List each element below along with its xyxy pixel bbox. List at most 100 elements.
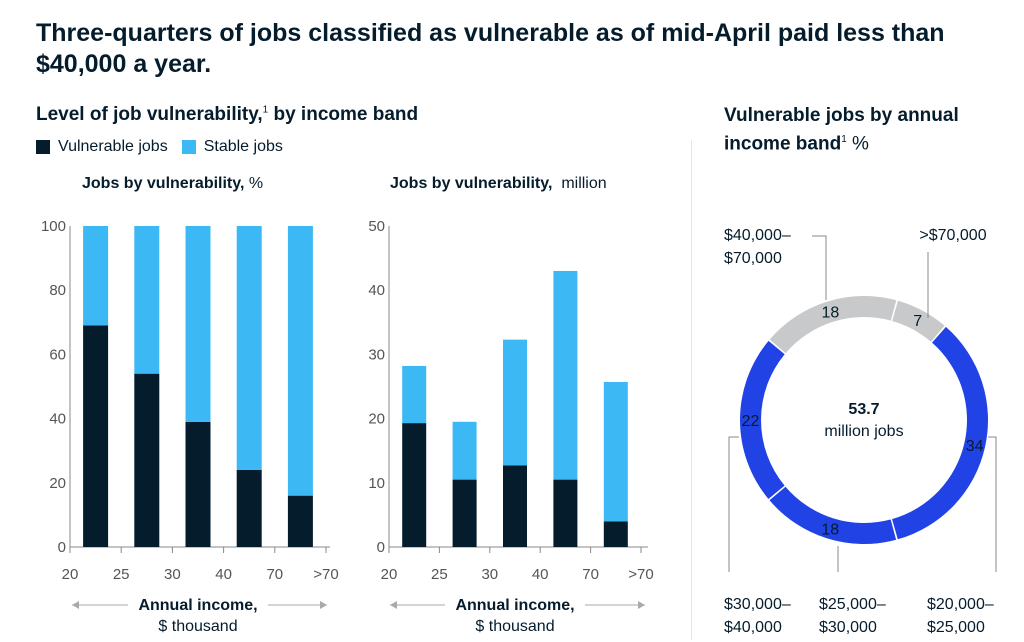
p2-bar-vulnerable — [452, 479, 477, 547]
leader-line — [988, 436, 997, 572]
donut-center-value: 53.7 — [848, 401, 879, 418]
p2-bar-vulnerable — [603, 521, 628, 547]
p1-bar-stable — [83, 226, 109, 326]
p1-xtick-label: 30 — [164, 566, 181, 583]
p1-arrowhead-right — [320, 601, 327, 609]
p1-xtick-label: 40 — [215, 566, 232, 583]
p1-bar-stable — [287, 226, 313, 496]
donut-slice-value: 7 — [913, 313, 922, 330]
p2-xlabel-unit: $ thousand — [475, 618, 554, 635]
subtitle-rest: by income band — [268, 104, 419, 125]
p1-arrowhead-left — [72, 601, 79, 609]
p1-bar-stable — [134, 226, 160, 374]
p2-xtick-label: 70 — [582, 566, 599, 583]
p2-bar-stable — [503, 339, 527, 466]
chart-subtitle: Level of job vulnerability,1 by income b… — [36, 104, 418, 126]
p2-xtick-label: >70 — [628, 566, 653, 583]
p1-bar-vulnerable — [236, 469, 262, 547]
p1-bar-vulnerable — [185, 421, 211, 547]
p1-ytick-label: 100 — [41, 218, 66, 235]
p2-xtick-label: 40 — [532, 566, 549, 583]
p1-ytick-label: 80 — [49, 282, 66, 299]
donut-label: $25,000– — [819, 596, 886, 613]
p1-ytick-label: 60 — [49, 346, 66, 363]
p1-xtick-label: >70 — [313, 566, 338, 583]
p2-bar-stable — [452, 421, 477, 480]
panel1-title: Jobs by vulnerability, % — [82, 175, 263, 193]
panel-divider — [691, 140, 692, 640]
p1-bar-stable — [236, 226, 262, 470]
p2-xtick-label: 20 — [381, 566, 398, 583]
donut-slice-value: 22 — [742, 413, 760, 430]
donut-title: Vulnerable jobs by annual income band1 % — [724, 104, 994, 156]
donut-label: $40,000 — [724, 619, 782, 636]
panel2-title-unit: million — [552, 175, 607, 192]
p2-xtick-label: 25 — [431, 566, 448, 583]
legend: Vulnerable jobs Stable jobs — [36, 138, 297, 156]
donut-slice-value: 18 — [821, 305, 839, 322]
p2-bar-stable — [553, 270, 578, 480]
p1-ytick-label: 40 — [49, 411, 66, 428]
donut-slice — [892, 326, 988, 540]
p2-arrowhead-right — [638, 601, 645, 609]
p1-xlabel: Annual income, — [138, 597, 257, 614]
donut-title-footnote: 1 — [841, 134, 847, 145]
panel2-title: Jobs by vulnerability, million — [390, 175, 607, 193]
donut-slice-value: 18 — [821, 521, 839, 538]
legend-label-vulnerable: Vulnerable jobs — [58, 138, 168, 155]
donut-slice — [892, 300, 945, 342]
p1-bar-stable — [185, 226, 211, 422]
p1-bar-vulnerable — [287, 495, 313, 547]
legend-swatch-stable — [181, 140, 196, 154]
legend-swatch-vulnerable — [36, 140, 50, 154]
p1-xlabel-unit: $ thousand — [158, 618, 237, 635]
p1-ytick-label: 20 — [49, 475, 66, 492]
p2-xtick-label: 30 — [481, 566, 498, 583]
p2-bar-stable — [603, 382, 628, 522]
donut-title-unit: % — [846, 133, 869, 155]
p2-bar-stable — [402, 365, 427, 424]
donut-slice — [769, 486, 897, 544]
subtitle-text: Level of job vulnerability, — [36, 104, 263, 125]
donut-label: $40,000– — [724, 227, 791, 244]
p2-ytick-label: 40 — [368, 282, 385, 299]
donut-label: $70,000 — [724, 250, 782, 267]
p2-ytick-label: 20 — [368, 411, 385, 428]
donut-label: $30,000 — [819, 619, 877, 636]
donut-label: $20,000– — [927, 596, 994, 613]
donut-slice-value: 34 — [966, 438, 984, 455]
p2-bar-vulnerable — [402, 423, 427, 547]
chart-title: Three-quarters of jobs classified as vul… — [36, 19, 945, 78]
p2-ytick-label: 10 — [368, 475, 385, 492]
p2-bar-vulnerable — [553, 479, 578, 547]
p1-xtick-label: 25 — [113, 566, 130, 583]
donut-label: $30,000– — [724, 596, 791, 613]
p2-bar-vulnerable — [503, 465, 527, 547]
p1-xtick-label: 70 — [266, 566, 283, 583]
leader-line — [812, 235, 827, 300]
p2-ytick-label: 50 — [368, 218, 385, 235]
donut-label: $25,000 — [927, 619, 985, 636]
p1-bar-vulnerable — [134, 373, 160, 547]
p1-ytick-label: 0 — [58, 539, 66, 556]
p2-arrowhead-left — [390, 601, 397, 609]
panel1-title-bold: Jobs by vulnerability, — [82, 175, 245, 192]
legend-item-stable: Stable jobs — [181, 138, 283, 156]
donut-slice — [739, 340, 785, 499]
p2-ytick-label: 30 — [368, 346, 385, 363]
panel1-title-unit: % — [244, 175, 264, 192]
donut-slice — [769, 296, 897, 354]
p1-xtick-label: 20 — [62, 566, 79, 583]
p1-bar-vulnerable — [83, 325, 109, 547]
p2-xlabel: Annual income, — [455, 597, 574, 614]
donut-label: >$70,000 — [919, 227, 986, 244]
leader-line — [728, 436, 739, 572]
panel2-title-bold: Jobs by vulnerability, — [390, 175, 553, 192]
legend-item-vulnerable: Vulnerable jobs — [36, 138, 168, 156]
legend-label-stable: Stable jobs — [203, 138, 283, 155]
donut-center-label: million jobs — [824, 423, 903, 440]
p2-ytick-label: 0 — [377, 539, 385, 556]
donut-title-text: Vulnerable jobs by annual income band — [724, 105, 959, 155]
subtitle-footnote: 1 — [262, 104, 269, 116]
